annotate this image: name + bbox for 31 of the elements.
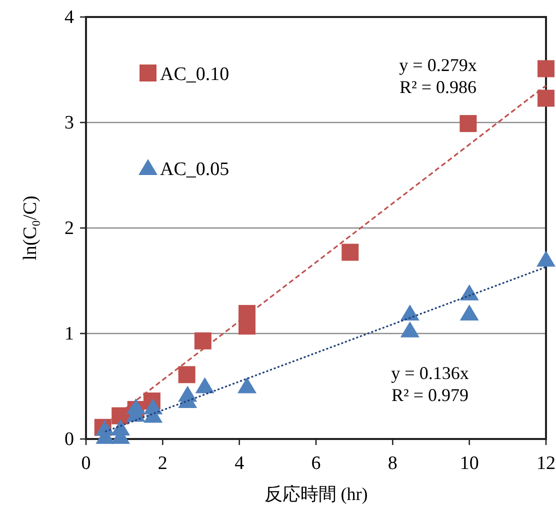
point [460, 284, 479, 300]
point [342, 244, 359, 261]
y-tick-label: 2 [64, 218, 74, 239]
point [238, 377, 256, 394]
point [400, 304, 420, 320]
x-tick-label: 6 [311, 453, 321, 474]
annotation: y = 0.279x R² = 0.986 [399, 55, 477, 97]
point [536, 250, 556, 267]
x-tick-label: 10 [460, 453, 479, 474]
x-tick-label: 0 [81, 453, 91, 474]
legend-label: AC_0.10 [160, 64, 230, 85]
y-tick-label: 4 [64, 7, 74, 28]
point [178, 366, 196, 384]
point [538, 90, 554, 107]
legend-label: AC_0.05 [160, 159, 230, 180]
x-axis-title: 反応時間 (hr) [264, 484, 368, 504]
point [195, 377, 214, 394]
y-tick-label: 1 [64, 324, 74, 344]
y-tick-label: 3 [64, 112, 74, 134]
x-tick-label: 4 [234, 453, 245, 474]
y-axis-title: ln(C₀/C) [20, 196, 41, 260]
point [194, 332, 212, 350]
point [460, 304, 479, 320]
x-tick-label: 2 [158, 453, 168, 474]
annotation: y = 0.136x R² = 0.979 [391, 363, 469, 405]
point [460, 115, 477, 132]
point [400, 321, 420, 338]
x-tick-label: 8 [388, 453, 398, 474]
y-tick-label: 0 [64, 429, 74, 450]
x-tick-label: 12 [536, 453, 556, 474]
point [538, 60, 554, 78]
